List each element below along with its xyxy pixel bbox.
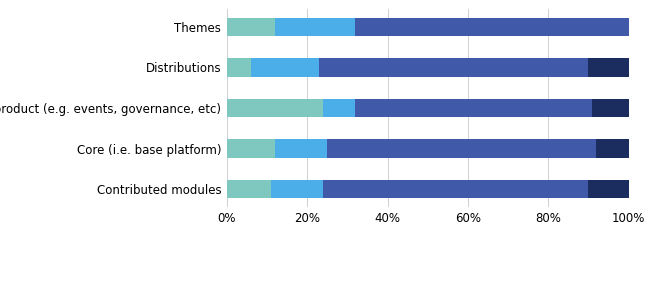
Bar — [227, 180, 271, 198]
Bar — [227, 18, 275, 36]
Bar — [588, 58, 629, 77]
Bar — [355, 99, 592, 117]
Bar — [596, 139, 629, 158]
Bar — [251, 58, 319, 77]
Bar — [327, 139, 596, 158]
Bar — [227, 139, 275, 158]
Bar — [275, 18, 355, 36]
Bar — [323, 180, 588, 198]
Bar — [271, 180, 323, 198]
Bar — [592, 99, 629, 117]
Bar — [319, 58, 588, 77]
Bar — [227, 99, 323, 117]
Bar — [323, 99, 355, 117]
Bar — [227, 58, 251, 77]
Bar — [275, 139, 327, 158]
Bar — [588, 180, 629, 198]
Bar — [355, 18, 629, 36]
